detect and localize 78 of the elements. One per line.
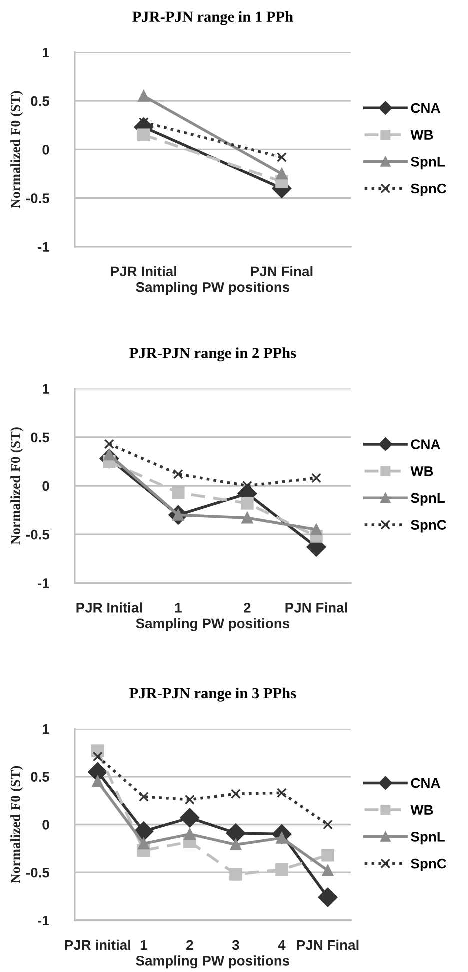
point — [138, 838, 150, 850]
legend-label: CNA — [411, 440, 440, 450]
legend-label: CNA — [411, 103, 440, 114]
point — [226, 824, 246, 844]
x-tick-label: 1 — [140, 940, 148, 950]
y-tick-label: -1 — [38, 916, 50, 926]
legend-label: SpnL — [411, 832, 445, 845]
legend-label: SpnL — [411, 493, 445, 506]
x-tick-label: 4 — [278, 940, 286, 950]
legend-label: CNA — [411, 778, 440, 788]
y-axis-title: Normalized F0 (ST) — [10, 91, 24, 208]
x-axis-title: Sampling PW positions — [136, 618, 290, 632]
point — [92, 776, 104, 788]
point — [318, 888, 338, 908]
y-tick-label: -1 — [38, 242, 50, 252]
y-tick-label: 0.5 — [31, 432, 50, 443]
point — [92, 752, 103, 762]
legend-label: WB — [410, 130, 434, 140]
x-tick-label: 1 — [175, 603, 182, 613]
point — [310, 524, 322, 536]
y-tick-label: 1 — [43, 724, 50, 734]
point — [134, 822, 154, 842]
y-axis-title: Normalized F0 (ST) — [10, 428, 24, 545]
point — [230, 839, 242, 851]
point — [180, 808, 200, 828]
x-axis-title: Sampling PW positions — [136, 956, 290, 969]
x-tick-label: 3 — [232, 940, 240, 950]
x-tick-label: PJN Final — [286, 602, 348, 613]
point — [276, 168, 288, 180]
y-tick-label: 1 — [43, 48, 50, 58]
point — [88, 762, 108, 782]
y-tick-label: -0.5 — [26, 530, 50, 540]
point — [276, 863, 288, 876]
legend-label: WB — [410, 466, 434, 476]
point — [173, 469, 184, 480]
x-tick-label: PJN Final — [297, 940, 359, 950]
point — [322, 820, 333, 830]
y-tick-label: -1 — [38, 578, 50, 588]
y-tick-label: 0 — [42, 481, 50, 492]
point — [104, 439, 114, 450]
x-tick-label: 2 — [186, 940, 194, 950]
point — [322, 865, 334, 876]
point — [184, 828, 196, 840]
point — [138, 90, 150, 102]
x-tick-label: PJR initial — [65, 940, 130, 950]
point — [230, 868, 242, 881]
point — [230, 789, 241, 800]
point — [276, 152, 287, 162]
x-tick-label: PJR Initial — [111, 266, 176, 277]
x-axis-title: Sampling PW positions — [136, 282, 290, 296]
point — [138, 792, 149, 802]
y-tick-label: 0.5 — [31, 96, 50, 106]
y-axis-title: Normalized F0 (ST) — [10, 766, 24, 884]
y-tick-label: 0 — [42, 145, 50, 155]
legend-label: SpnC — [411, 858, 447, 872]
point — [172, 486, 185, 500]
x-tick-label: PJR Initial — [76, 602, 142, 613]
x-tick-label: PJN Final — [251, 266, 313, 277]
chart-title: PJR-PJN range in 2 PPhs — [130, 348, 296, 362]
y-tick-label: 1 — [43, 384, 50, 394]
x-tick-label: 2 — [244, 603, 251, 613]
point — [242, 512, 254, 524]
point — [311, 473, 322, 484]
chart-title: PJR-PJN range in 1 PPh — [132, 11, 294, 26]
point — [276, 788, 287, 798]
point — [138, 128, 150, 142]
legend-label: SpnC — [411, 520, 447, 533]
legend-label: SpnC — [411, 184, 447, 196]
y-tick-label: 0.5 — [31, 772, 50, 782]
point — [184, 794, 195, 805]
legend-label: WB — [410, 805, 434, 815]
point — [322, 848, 334, 862]
legend-label: SpnL — [411, 157, 445, 170]
chart-title: PJR-PJN range in 3 PPhs — [130, 688, 296, 702]
y-tick-label: 0 — [42, 820, 50, 830]
point — [241, 497, 254, 510]
y-tick-label: -0.5 — [26, 868, 50, 878]
y-tick-label: -0.5 — [26, 194, 50, 204]
